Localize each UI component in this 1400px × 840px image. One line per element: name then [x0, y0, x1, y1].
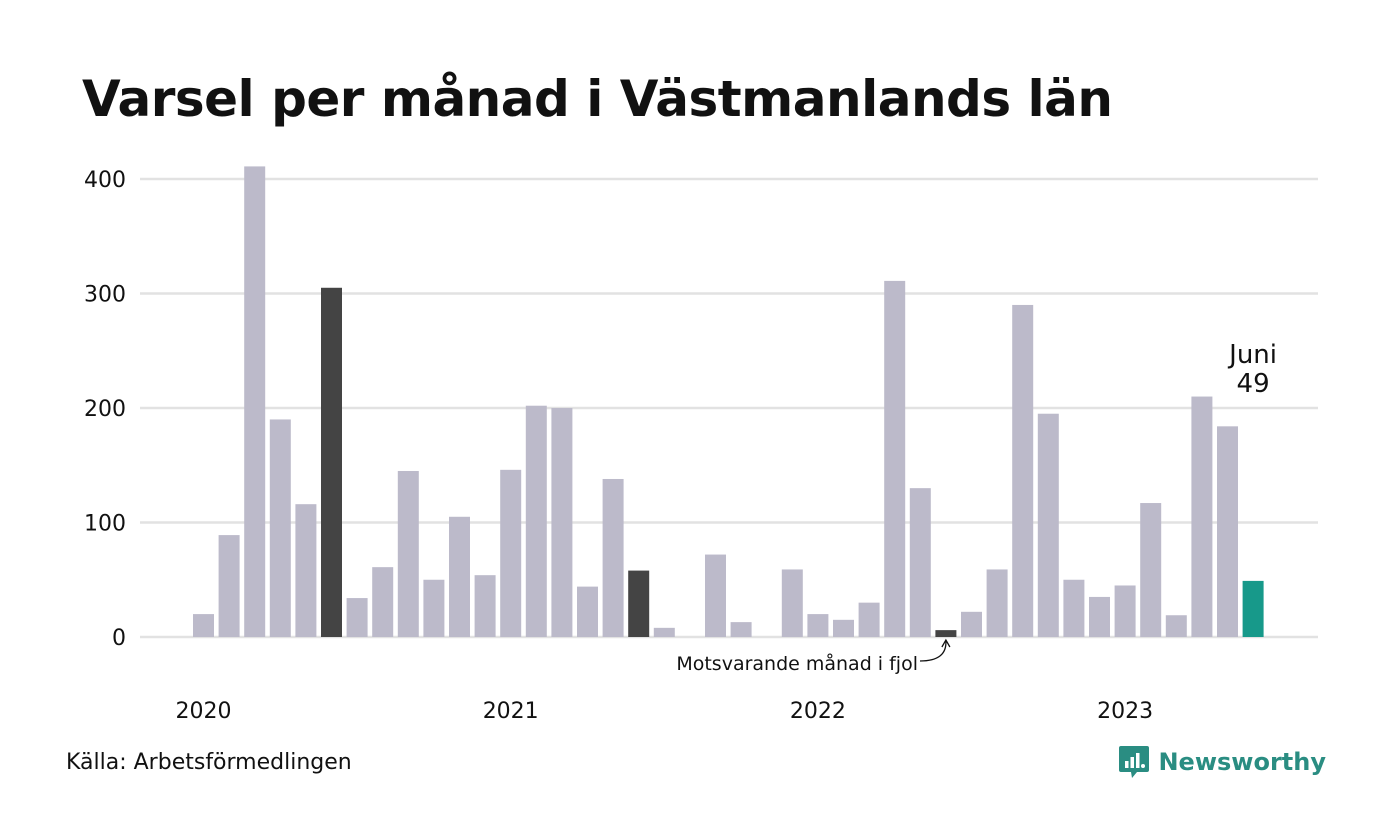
y-tick-label: 300 [84, 283, 126, 308]
bar-month-30 [961, 611, 982, 637]
bar-month-7 [372, 567, 394, 637]
bars [193, 166, 1264, 637]
bar-month-12 [500, 469, 522, 637]
bar-month-29 [935, 630, 957, 637]
latest-value-label: 49 [1237, 369, 1270, 399]
bar-month-11 [474, 575, 496, 637]
bar-month-8 [397, 470, 419, 637]
bar-month-16 [602, 478, 624, 637]
y-tick-label: 100 [84, 512, 126, 537]
bar-month-26 [858, 602, 880, 637]
bar-month-1 [218, 535, 240, 637]
bar-month-37 [1140, 503, 1162, 637]
y-tick-label: 0 [112, 626, 126, 651]
y-tick-label: 400 [84, 168, 126, 193]
bar-month-0 [193, 614, 214, 637]
annotation-arrowhead [941, 638, 951, 648]
bar-month-5 [321, 287, 342, 637]
x-axis-year-labels: 2020 2021 2022 2023 [176, 699, 1154, 724]
bar-month-38 [1165, 615, 1187, 637]
bar-month-24 [807, 614, 829, 637]
brand-name: Newsworthy [1158, 748, 1326, 776]
bar-month-34 [1063, 579, 1085, 637]
x-tick-year-label: 2023 [1097, 699, 1153, 724]
bar-month-18 [653, 627, 675, 637]
newsworthy-logo[interactable]: Newsworthy [1118, 744, 1326, 780]
bar-month-13 [525, 405, 547, 637]
annotation-text: Motsvarande månad i fjol [676, 652, 918, 675]
bar-month-36 [1114, 585, 1136, 637]
source-credit: Källa: Arbetsförmedlingen [66, 750, 352, 775]
bar-month-3 [269, 419, 291, 637]
bar-month-4 [295, 504, 317, 637]
bar-month-9 [423, 579, 445, 637]
bar-month-2 [244, 166, 266, 637]
bar-month-23 [781, 569, 803, 637]
x-tick-year-label: 2020 [176, 699, 232, 724]
annotation-arrow [919, 640, 947, 662]
bar-month-25 [833, 619, 854, 637]
bar-month-10 [449, 516, 470, 637]
bar-month-21 [730, 622, 752, 637]
x-tick-year-label: 2021 [483, 699, 539, 724]
bar-month-6 [346, 598, 368, 637]
bar-month-15 [577, 586, 598, 637]
y-tick-label: 200 [84, 397, 126, 422]
bar-month-35 [1089, 596, 1110, 637]
bar-month-39 [1191, 396, 1213, 637]
bar-month-32 [1012, 304, 1034, 637]
bar-month-40 [1217, 426, 1238, 637]
bar-month-27 [884, 280, 906, 637]
bar-month-41 [1242, 580, 1264, 637]
bar-chart-speech-bubble-icon [1119, 746, 1150, 778]
bar-month-28 [909, 488, 931, 637]
chart-title: Varsel per månad i Västmanlands län [82, 70, 1113, 128]
bar-month-20 [705, 554, 726, 637]
bar-month-17 [628, 570, 650, 637]
bar-month-33 [1037, 413, 1059, 637]
y-axis-tick-labels: 0 100 200 300 400 [84, 168, 126, 651]
bar-month-31 [986, 569, 1008, 637]
latest-month-label: Juni [1227, 340, 1277, 370]
bar-month-14 [551, 408, 573, 637]
x-tick-year-label: 2022 [790, 699, 846, 724]
